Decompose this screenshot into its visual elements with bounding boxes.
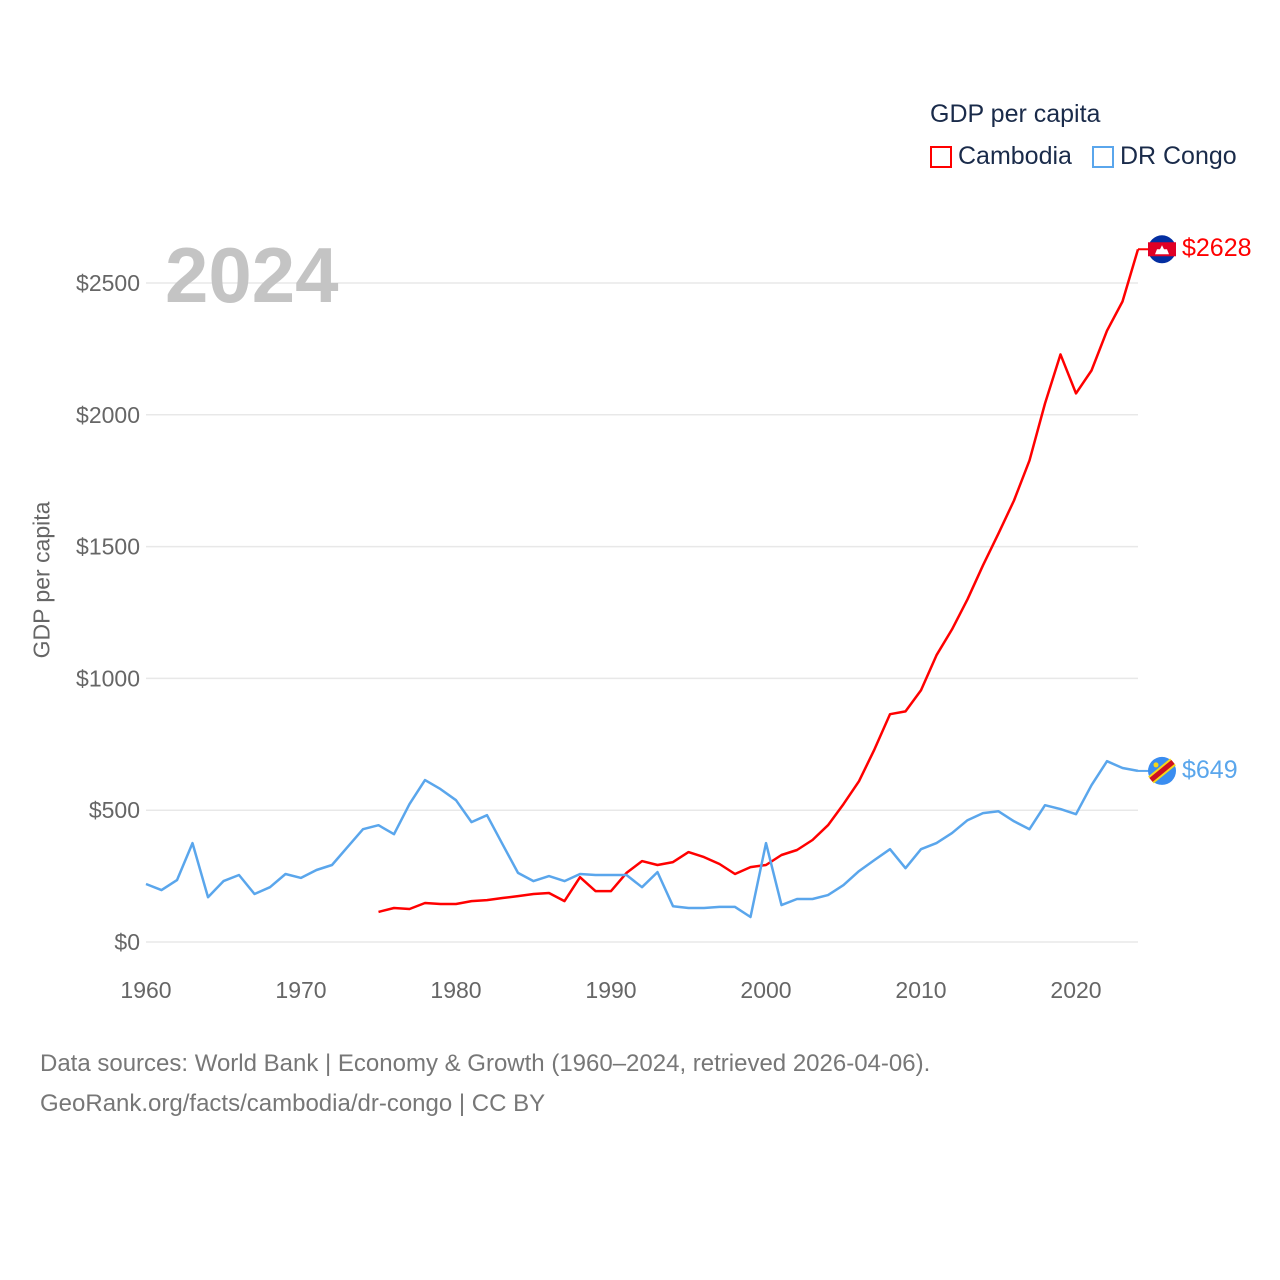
legend-label-cambodia: Cambodia (958, 142, 1072, 170)
series-line-cambodia (378, 248, 1140, 914)
x-tick-label: 1960 (120, 977, 171, 1003)
y-tick-label: $2000 (76, 402, 140, 428)
footer: Data sources: World Bank | Economy & Gro… (40, 1044, 930, 1124)
x-tick-label: 1980 (430, 977, 481, 1003)
footer-link[interactable]: GeoRank.org/facts/cambodia/dr-congo | CC… (40, 1090, 546, 1117)
legend-item-dr-congo[interactable]: DR Congo (1091, 142, 1237, 171)
y-tick-label: $2500 (76, 270, 140, 296)
legend-swatch-cambodia (930, 145, 952, 168)
flag-stripe-red (1149, 759, 1175, 782)
y-tick-label: $500 (89, 797, 140, 823)
series-line-dr-congo (145, 759, 1139, 919)
legend-swatch-dr-congo (1091, 145, 1114, 168)
legend-label-dr-congo: DR Congo (1119, 142, 1237, 170)
flag-star (1153, 762, 1159, 768)
x-tick-label: 2020 (1050, 977, 1101, 1003)
flag-temple (1155, 245, 1169, 255)
year-watermark: 2024 (165, 231, 339, 319)
x-tick-label: 2000 (740, 977, 791, 1003)
x-tick-label: 2010 (895, 977, 946, 1003)
y-axis-label: GDP per capita (28, 501, 55, 659)
end-label-cambodia: $2628 (1182, 234, 1252, 263)
x-tick-label: 1970 (275, 977, 326, 1003)
legend-item-cambodia[interactable]: Cambodia (930, 142, 1072, 171)
x-tick-label: 1990 (585, 977, 636, 1003)
y-tick-label: $1000 (76, 665, 140, 691)
legend-title: GDP per capita (930, 100, 1101, 128)
y-tick-label: $1500 (76, 534, 140, 560)
y-tick-label: $0 (114, 929, 140, 955)
end-label-dr-congo: $649 (1182, 755, 1238, 784)
legend: Cambodia DR Congo (930, 142, 1237, 171)
footer-sources: Data sources: World Bank | Economy & Gro… (40, 1050, 931, 1077)
